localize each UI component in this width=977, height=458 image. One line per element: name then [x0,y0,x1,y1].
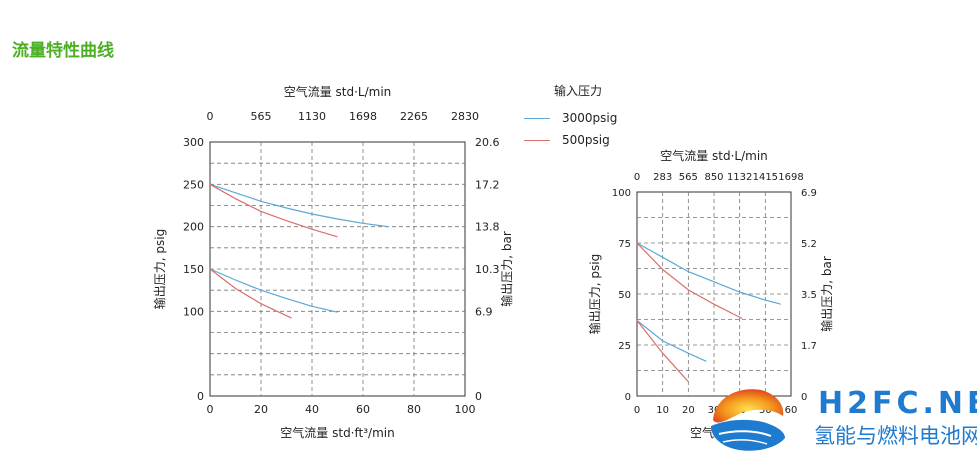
chart2-x2-tick-label: 1132 [727,172,752,183]
chart2-y-tick-label: 0 [625,392,631,403]
chart1-x-tick-label: 40 [305,403,319,416]
chart1-y2-tick-label: 13.8 [475,221,500,234]
legend-label-3000psig: 3000psig [562,111,618,125]
chart1-series-500psig-line-1 [209,183,338,238]
chart2-y-axis-title: 输出压力, psig [587,254,602,334]
chart1-y-axis-title: 输出压力, psig [152,229,167,309]
chart1-y2-tick-label: 0 [475,390,482,403]
chart2-y2-tick-label: 0 [801,392,807,403]
legend-title: 输入压力 [554,84,603,98]
chart2-series-500psig-line-1 [636,242,743,320]
chart1-x-tick-label: 0 [207,403,214,416]
chart1-x2-tick-label: 2830 [451,110,479,123]
chart1-x-tick-label: 80 [407,403,421,416]
legend-swatch-3000psig [524,118,550,119]
chart1-series-3000psig-line-2 [209,268,338,313]
legend-swatch-500psig [524,140,550,141]
chart2-x-tick-label: 60 [785,405,798,416]
chart1-y-tick-label: 300 [183,136,204,149]
chart2-y2-tick-label: 3.5 [801,290,817,301]
chart2-x-tick-label: 0 [634,405,640,416]
chart2-x2-tick-label: 283 [653,172,672,183]
chart1-y2-tick-label: 10.3 [475,263,500,276]
chart1-x-tick-label: 20 [254,403,268,416]
chart2-x-tick-label: 10 [656,405,669,416]
chart1-y-tick-label: 150 [183,263,204,276]
chart2-x2-tick-label: 565 [679,172,698,183]
chart2-y2-tick-label: 5.2 [801,239,817,250]
chart2-y-tick-label: 75 [618,239,631,250]
chart1-y2-axis-title: 输出压力, bar [499,231,514,307]
chart2-y-tick-label: 100 [612,188,631,199]
chart2-series-3000psig-line-2 [636,320,707,362]
chart2-x2-axis-title: 空气流量 std·L/min [660,148,768,163]
chart1-y2-tick-label: 17.2 [475,178,500,191]
chart1-y-tick-label: 0 [197,390,204,403]
watermark-subtitle: 氢能与燃料电池网 [814,424,977,448]
chart2-y2-tick-label: 6.9 [801,188,817,199]
chart1-y2-tick-label: 6.9 [475,305,493,318]
chart2-x2-tick-label: 850 [704,172,723,183]
chart2-y2-tick-label: 1.7 [801,341,817,352]
chart1-y-tick-label: 100 [183,305,204,318]
chart1-x2-tick-label: 1698 [349,110,377,123]
chart2-y2-axis-title: 输出压力, bar [819,256,834,332]
chart1-x-tick-label: 100 [455,403,476,416]
chart1-x2-tick-label: 565 [251,110,272,123]
chart1-x2-tick-label: 2265 [400,110,428,123]
chart1-y2-tick-label: 20.6 [475,136,500,149]
chart1-x-axis-title: 空气流量 std·ft³/min [280,425,394,440]
chart2-x2-tick-label: 1698 [778,172,803,183]
chart2-x2-tick-label: 1415 [753,172,778,183]
chart1-series-3000psig-line-0 [209,183,389,228]
chart2-x2-tick-label: 0 [634,172,640,183]
chart1-y-tick-label: 250 [183,178,204,191]
chart2-y-tick-label: 25 [618,341,631,352]
legend-item-500psig: 500psig [524,133,610,147]
legend-label-500psig: 500psig [562,133,610,147]
page-title: 流量特性曲线 [12,41,114,61]
chart2-x-tick-label: 30 [708,405,721,416]
h2fc-logo-icon [711,389,785,451]
chart2-series-3000psig-line-0 [636,242,781,305]
chart1-x2-tick-label: 0 [207,110,214,123]
chart2-y-tick-label: 50 [618,290,631,301]
chart2-x-tick-label: 20 [682,405,695,416]
watermark-logo-text: H2FC.NET [818,386,977,421]
chart1-series-500psig-line-3 [209,268,292,319]
chart1-x2-axis-title: 空气流量 std·L/min [284,84,392,99]
chart1-y-tick-label: 200 [183,221,204,234]
legend-item-3000psig: 3000psig [524,111,617,125]
chart2-series-500psig-line-3 [636,320,689,383]
chart2-x-tick-label: 50 [759,405,772,416]
chart1-x-tick-label: 60 [356,403,370,416]
chart1-x2-tick-label: 1130 [298,110,326,123]
